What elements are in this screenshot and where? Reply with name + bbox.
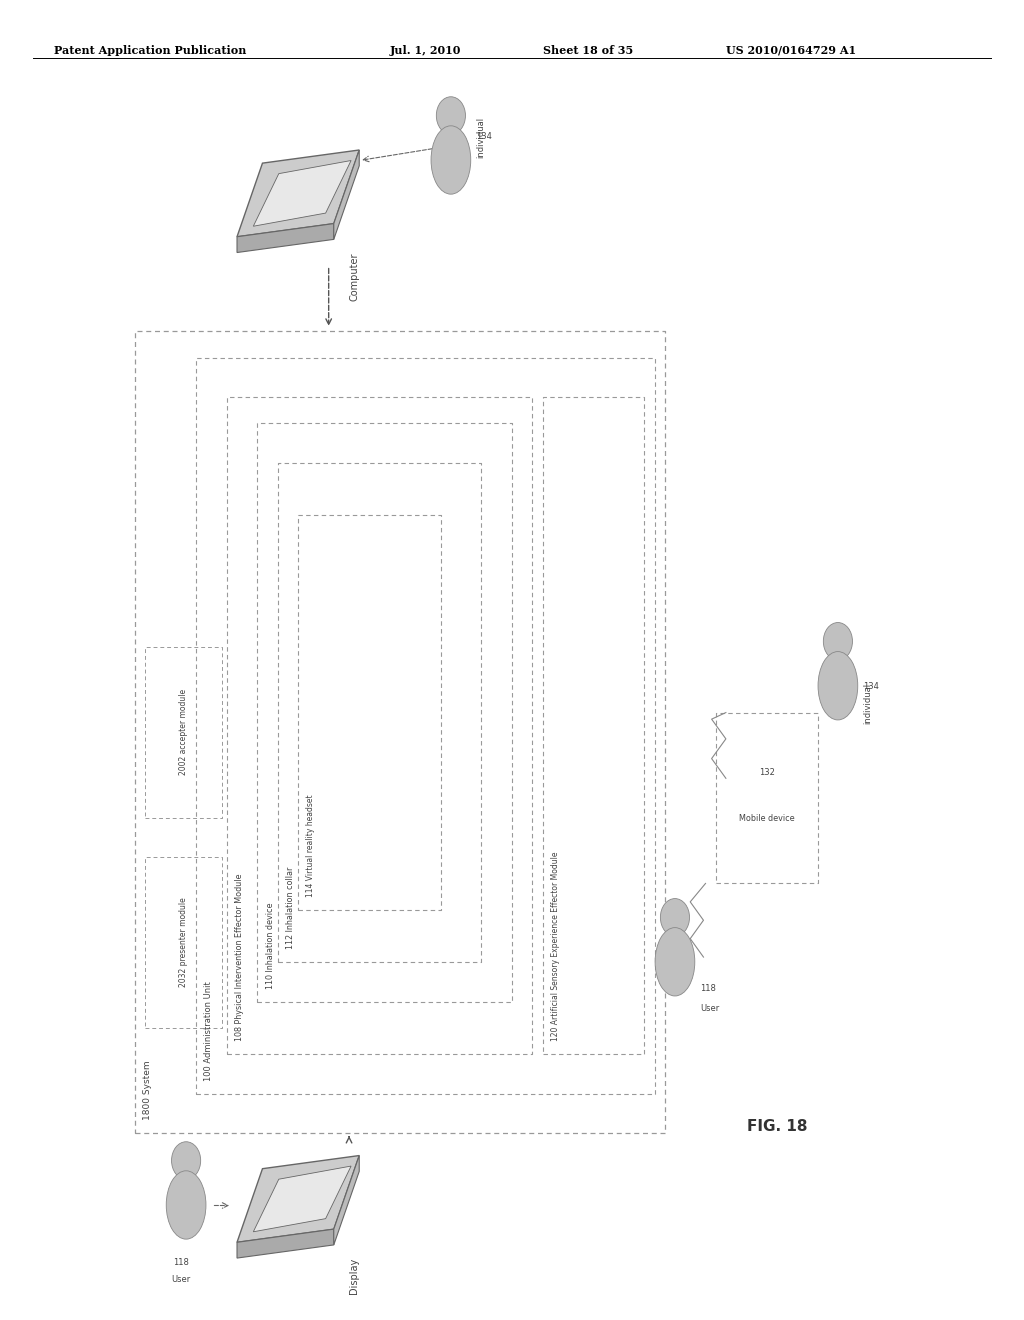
Text: Sheet 18 of 35: Sheet 18 of 35 <box>543 45 633 55</box>
Polygon shape <box>237 1229 334 1258</box>
Ellipse shape <box>818 652 858 719</box>
Text: 1800 System: 1800 System <box>143 1060 153 1121</box>
Polygon shape <box>237 150 359 236</box>
Text: User: User <box>171 1275 190 1284</box>
Circle shape <box>660 899 689 936</box>
Polygon shape <box>253 161 351 226</box>
Polygon shape <box>253 1166 351 1232</box>
Text: Computer: Computer <box>349 252 359 301</box>
Text: FIG. 18: FIG. 18 <box>746 1119 807 1134</box>
Polygon shape <box>237 223 334 252</box>
Ellipse shape <box>655 928 695 997</box>
Text: 112 Inhalation collar: 112 Inhalation collar <box>286 867 295 949</box>
Text: 118: 118 <box>173 1258 189 1267</box>
Circle shape <box>823 623 852 660</box>
Text: User: User <box>700 1003 720 1012</box>
Ellipse shape <box>431 125 471 194</box>
Text: 2032 presenter module: 2032 presenter module <box>179 898 188 987</box>
Text: 108 Physical Intervention Effector Module: 108 Physical Intervention Effector Modul… <box>234 874 244 1041</box>
Text: 110 Inhalation device: 110 Inhalation device <box>265 902 274 989</box>
Text: individual: individual <box>476 116 485 158</box>
Ellipse shape <box>166 1171 206 1239</box>
Text: individual: individual <box>863 682 872 723</box>
Text: 114 Virtual reality headset: 114 Virtual reality headset <box>306 793 315 896</box>
Text: Jul. 1, 2010: Jul. 1, 2010 <box>390 45 461 55</box>
Text: Display: Display <box>349 1258 359 1295</box>
Circle shape <box>436 96 466 135</box>
Text: US 2010/0164729 A1: US 2010/0164729 A1 <box>726 45 856 55</box>
Text: 134: 134 <box>476 132 493 141</box>
Text: 134: 134 <box>863 682 880 690</box>
Text: 118: 118 <box>700 985 716 993</box>
Text: 100 Administration Unit: 100 Administration Unit <box>205 981 213 1081</box>
Circle shape <box>172 1142 201 1179</box>
Text: 132: 132 <box>759 768 774 777</box>
Text: 120 Artificial Sensory Experience Effector Module: 120 Artificial Sensory Experience Effect… <box>551 851 560 1041</box>
Polygon shape <box>237 1155 359 1242</box>
Text: Patent Application Publication: Patent Application Publication <box>53 45 246 55</box>
Polygon shape <box>334 1155 359 1245</box>
Polygon shape <box>334 150 359 239</box>
Text: Mobile device: Mobile device <box>738 814 795 824</box>
Text: 2002 accepter module: 2002 accepter module <box>179 689 188 775</box>
